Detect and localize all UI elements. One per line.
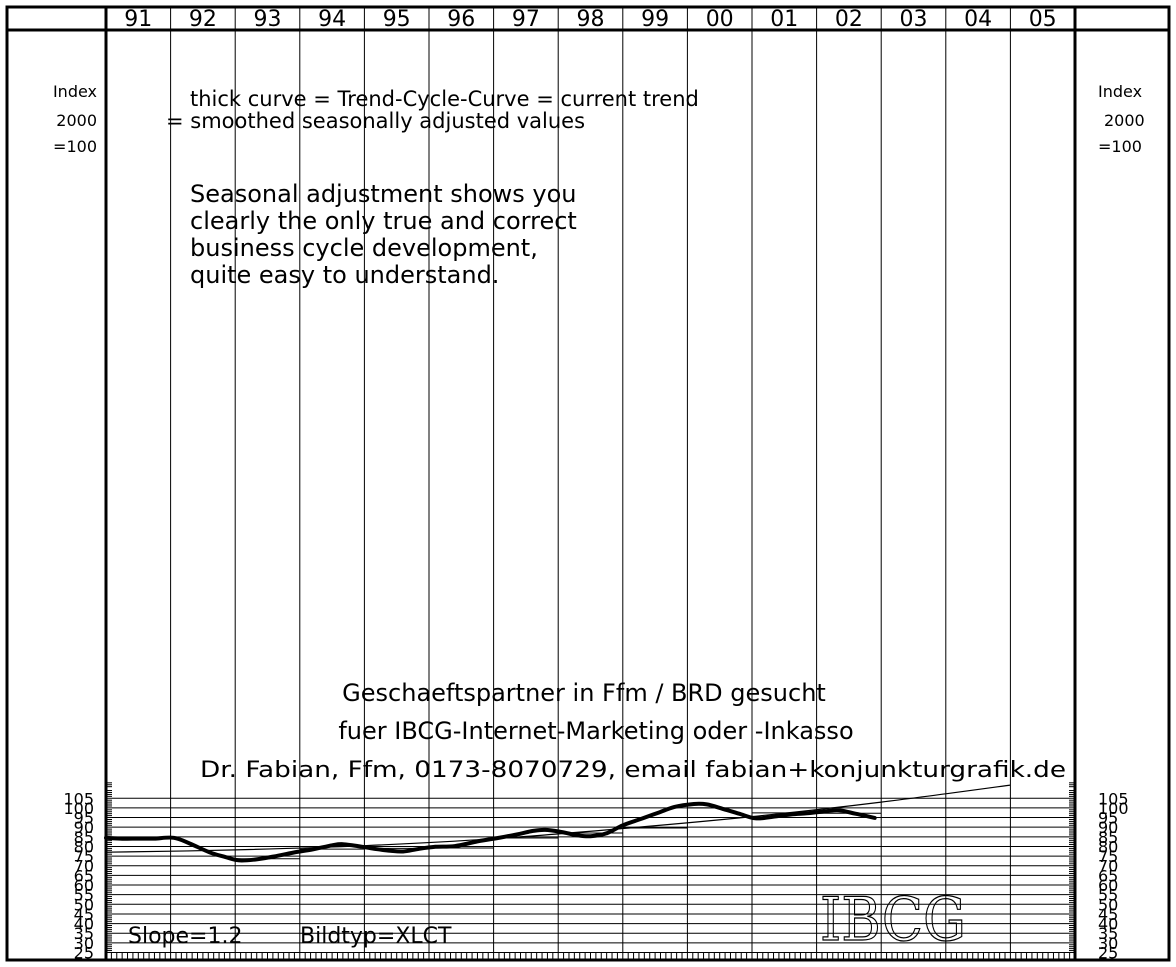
y-axis-title-right: Index 2000 =100 <box>1098 82 1145 156</box>
trend-cycle-curve <box>104 801 877 863</box>
year-labels: 91 92 93 94 95 96 97 98 99 00 01 02 03 04 05 <box>124 7 1056 32</box>
y-tick-left-25: 25 <box>74 944 94 963</box>
legend-line-2: = smoothed seasonally adjusted values <box>166 109 585 133</box>
claim-line-2: clearly the only true and correct <box>190 207 577 235</box>
year-label-94: 94 <box>318 7 346 32</box>
y-axis-title-line3: =100 <box>53 137 97 156</box>
legend-line-1: thick curve = Trend-Cycle-Curve = curren… <box>190 87 699 111</box>
ibcg-logo: IBCG <box>820 885 966 955</box>
bildtyp-text: Bildtyp=XLCT <box>300 924 452 949</box>
year-label-95: 95 <box>383 7 411 32</box>
y-tick-left-70: 70 <box>74 857 94 876</box>
y-tick-right-90: 90 <box>1098 818 1118 837</box>
year-label-02: 02 <box>835 7 863 32</box>
year-label-03: 03 <box>900 7 928 32</box>
y-tick-left-30: 30 <box>74 934 94 953</box>
y-tick-left-85: 85 <box>74 828 94 847</box>
chart-annotations: thick curve = Trend-Cycle-Curve = curren… <box>128 87 1066 956</box>
ad-line-3: Dr. Fabian, Ffm, 0173-8070729, email fab… <box>200 758 1066 783</box>
ad-line-1: Geschaeftspartner in Ffm / BRD gesucht <box>342 679 826 707</box>
year-label-99: 99 <box>641 7 669 32</box>
year-label-97: 97 <box>512 7 540 32</box>
y-axis-title-line2: 2000 <box>56 111 97 130</box>
y-tick-right-55: 55 <box>1098 886 1118 905</box>
year-label-01: 01 <box>770 7 798 32</box>
outer-border <box>5 5 1171 962</box>
y-tick-left-90: 90 <box>74 818 94 837</box>
minor-ticks <box>106 782 1075 960</box>
y-tick-right-75: 75 <box>1098 847 1118 866</box>
y-tick-right-50: 50 <box>1098 895 1118 914</box>
y-tick-right-60: 60 <box>1098 876 1118 895</box>
y-tick-right-35: 35 <box>1098 924 1118 943</box>
year-label-92: 92 <box>189 7 217 32</box>
y-tick-right-40: 40 <box>1098 915 1118 934</box>
y-axis-title-right-line3: =100 <box>1098 137 1142 156</box>
year-label-98: 98 <box>577 7 605 32</box>
y-axis-title-right-line1: Index <box>1098 82 1142 101</box>
y-tick-right-30: 30 <box>1098 934 1118 953</box>
y-tick-left-45: 45 <box>74 905 94 924</box>
y-tick-right-105: 105 <box>1098 789 1129 808</box>
y-axis-title-left: Index 2000 =100 <box>53 82 97 156</box>
claim-line-4: quite easy to understand. <box>190 261 499 289</box>
y-tick-right-65: 65 <box>1098 866 1118 885</box>
year-label-93: 93 <box>254 7 282 32</box>
y-tick-left-105: 105 <box>63 789 94 808</box>
y-tick-left-40: 40 <box>74 915 94 934</box>
y-tick-right-70: 70 <box>1098 857 1118 876</box>
y-tick-left-60: 60 <box>74 876 94 895</box>
y-tick-right-100: 100 <box>1098 799 1129 818</box>
y-tick-right-85: 85 <box>1098 828 1118 847</box>
y-tick-left-50: 50 <box>74 895 94 914</box>
y-tick-left-35: 35 <box>74 924 94 943</box>
year-label-04: 04 <box>964 7 992 32</box>
year-label-96: 96 <box>447 7 475 32</box>
y-tick-right-95: 95 <box>1098 809 1118 828</box>
year-label-00: 00 <box>706 7 734 32</box>
chart-grid <box>106 7 1075 960</box>
y-tick-left-100: 100 <box>63 799 94 818</box>
y-tick-left-95: 95 <box>74 809 94 828</box>
y-tick-right-25: 25 <box>1098 944 1118 963</box>
claim-line-3: business cycle development, <box>190 234 538 262</box>
slope-text: Slope=1.2 <box>128 924 242 949</box>
y-tick-left-80: 80 <box>74 837 94 856</box>
y-tick-left-55: 55 <box>74 886 94 905</box>
long-term-trend-line <box>105 784 1011 853</box>
year-label-91: 91 <box>124 7 152 32</box>
year-label-05: 05 <box>1029 7 1057 32</box>
y-tick-right-45: 45 <box>1098 905 1118 924</box>
y-tick-left-65: 65 <box>74 866 94 885</box>
y-axis-title-right-line2: 2000 <box>1104 111 1145 130</box>
claim-line-1: Seasonal adjustment shows you <box>190 180 577 208</box>
y-tick-left-75: 75 <box>74 847 94 866</box>
chart-frame <box>5 5 1171 962</box>
ad-line-2: fuer IBCG-Internet-Marketing oder -Inkas… <box>338 717 853 745</box>
y-tick-right-80: 80 <box>1098 837 1118 856</box>
y-axis-title-line1: Index <box>53 82 97 101</box>
